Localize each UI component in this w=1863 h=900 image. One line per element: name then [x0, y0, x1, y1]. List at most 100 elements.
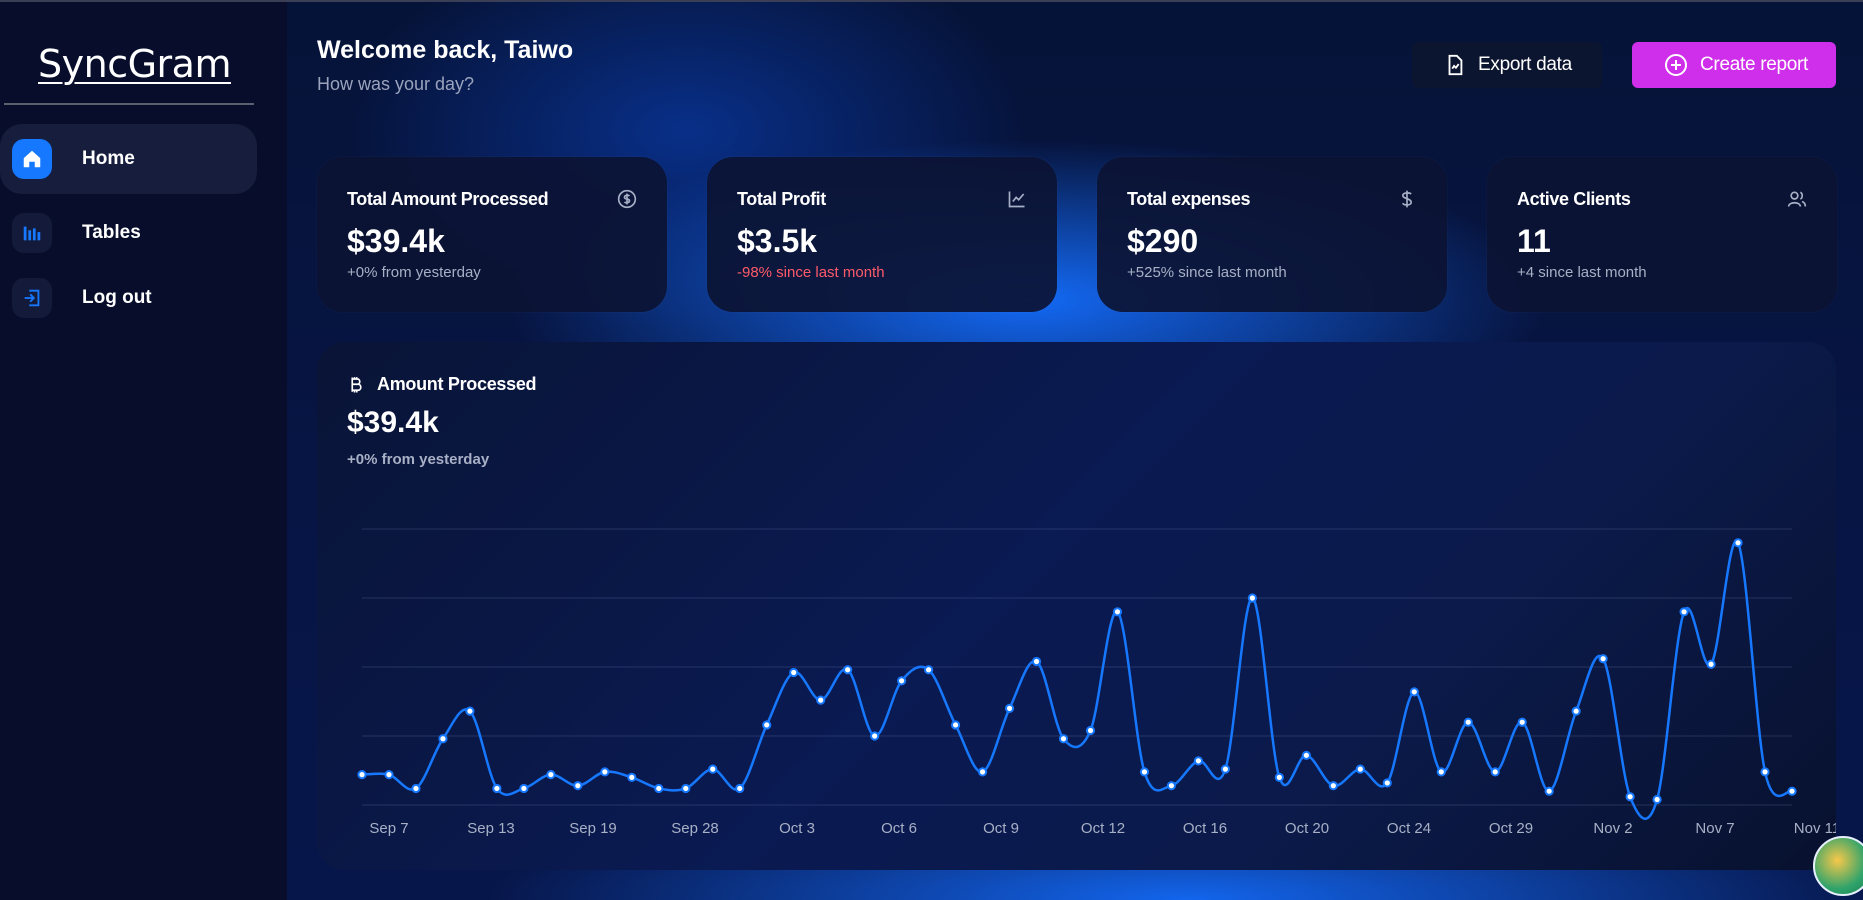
app-logo[interactable]: SyncGram	[38, 42, 231, 86]
data-point[interactable]	[1382, 778, 1392, 788]
data-point[interactable]	[1436, 767, 1446, 777]
card-subtext: +4 since last month	[1517, 264, 1647, 281]
data-point[interactable]	[1598, 654, 1608, 664]
data-point[interactable]	[492, 783, 502, 794]
sidebar-item-label: Home	[82, 148, 135, 169]
card-value: $3.5k	[737, 223, 818, 259]
data-point[interactable]	[1247, 593, 1257, 603]
bar-chart-icon	[12, 213, 52, 253]
logo-divider	[4, 103, 254, 105]
data-point[interactable]	[519, 783, 529, 794]
data-point[interactable]	[1490, 767, 1500, 777]
data-point[interactable]	[438, 734, 448, 744]
data-point[interactable]	[816, 695, 826, 705]
data-point[interactable]	[977, 767, 988, 777]
sidebar-item-label: Log out	[82, 287, 152, 308]
data-point[interactable]	[1166, 781, 1177, 791]
sidebar-item-tables[interactable]: Tables	[0, 198, 257, 268]
x-tick-label: Oct 6	[881, 820, 917, 837]
data-point[interactable]	[1220, 764, 1230, 774]
export-data-button[interactable]: Export data	[1412, 42, 1602, 88]
top-border	[0, 0, 1863, 2]
data-point[interactable]	[1706, 659, 1716, 669]
data-point[interactable]	[924, 665, 934, 675]
data-point[interactable]	[843, 665, 853, 675]
data-point[interactable]	[1463, 717, 1473, 727]
card-title: Active Clients	[1517, 189, 1631, 209]
data-point[interactable]	[1652, 794, 1662, 805]
data-point[interactable]	[1328, 781, 1338, 791]
x-tick-label: Nov 11	[1794, 820, 1836, 837]
chart-subtext: +0% from yesterday	[347, 451, 490, 468]
data-point[interactable]	[1085, 725, 1096, 736]
amount-processed-panel: Amount Processed $39.4k +0% from yesterd…	[317, 342, 1836, 870]
card-title: Total expenses	[1127, 189, 1251, 209]
sidebar-item-home[interactable]: Home	[0, 124, 257, 194]
data-point[interactable]	[654, 783, 664, 794]
data-point[interactable]	[708, 764, 718, 774]
data-point[interactable]	[1301, 750, 1311, 760]
data-point[interactable]	[1274, 772, 1284, 782]
sidebar-item-logout[interactable]: Log out	[0, 263, 257, 333]
file-chart-icon	[1444, 54, 1466, 76]
data-point[interactable]	[1031, 656, 1042, 667]
data-point[interactable]	[1409, 687, 1419, 697]
data-point[interactable]	[1571, 706, 1581, 716]
data-point[interactable]	[627, 772, 637, 782]
amount-line-chart: Sep 7 Sep 13 Sep 19 Sep 28 Oct 3 Oct 6 Oct 9 Oc…	[357, 528, 1836, 837]
stat-card-active-clients: Active Clients 11 +4 since last month	[1487, 157, 1837, 312]
x-tick-label: Nov 7	[1695, 820, 1734, 837]
data-point[interactable]	[950, 720, 961, 730]
x-tick-label: Sep 28	[671, 820, 719, 837]
page-title: Welcome back, Taiwo	[317, 36, 574, 64]
data-point[interactable]	[573, 781, 583, 791]
data-point[interactable]	[1760, 767, 1770, 777]
data-point[interactable]	[1787, 786, 1797, 796]
data-point[interactable]	[1625, 792, 1635, 802]
x-tick-label: Oct 9	[983, 820, 1019, 837]
data-point[interactable]	[735, 783, 745, 794]
data-point[interactable]	[546, 770, 556, 780]
data-point[interactable]	[789, 667, 799, 678]
create-report-button[interactable]: Create report	[1632, 42, 1836, 88]
data-point[interactable]	[1004, 703, 1015, 713]
trend-icon	[1007, 189, 1027, 214]
stat-card-total-expenses: Total expenses $290 +525% since last mon…	[1097, 157, 1447, 312]
card-value: $39.4k	[347, 223, 445, 259]
plus-circle-icon	[1664, 53, 1688, 77]
data-point[interactable]	[357, 770, 367, 780]
data-point[interactable]	[411, 783, 421, 794]
main-content: Welcome back, Taiwo How was your day? Ex…	[287, 0, 1863, 900]
data-point[interactable]	[1139, 767, 1150, 777]
data-point[interactable]	[1193, 756, 1204, 766]
card-subtext: +0% from yesterday	[347, 264, 481, 281]
stat-card-total-amount: Total Amount Processed $39.4k +0% from y…	[317, 157, 667, 312]
data-point[interactable]	[465, 706, 475, 716]
data-point[interactable]	[1517, 717, 1527, 727]
series-line	[361, 539, 1793, 820]
create-report-label: Create report	[1700, 54, 1809, 75]
card-title: Total Profit	[737, 189, 826, 209]
data-point[interactable]	[1355, 764, 1365, 774]
data-point[interactable]	[1058, 734, 1069, 744]
data-point[interactable]	[681, 783, 691, 794]
data-point[interactable]	[897, 676, 907, 686]
dollar-circle-icon	[617, 189, 637, 214]
data-point[interactable]	[384, 770, 394, 780]
data-point[interactable]	[762, 720, 772, 730]
sidebar-item-label: Tables	[82, 222, 141, 243]
data-point[interactable]	[1733, 538, 1743, 548]
data-point[interactable]	[1112, 607, 1123, 617]
x-tick-label: Oct 20	[1285, 820, 1329, 837]
card-subtext: +525% since last month	[1127, 264, 1287, 281]
data-point[interactable]	[1679, 607, 1689, 617]
data-point[interactable]	[1544, 786, 1554, 796]
logout-icon	[12, 278, 52, 318]
data-point[interactable]	[870, 731, 880, 741]
data-point[interactable]	[600, 767, 610, 777]
chart-title: Amount Processed	[377, 374, 537, 394]
avatar[interactable]	[1813, 836, 1863, 896]
x-tick-label: Nov 2	[1593, 820, 1632, 837]
stat-card-total-profit: Total Profit $3.5k -98% since last month	[707, 157, 1057, 312]
x-tick-label: Oct 16	[1183, 820, 1227, 837]
